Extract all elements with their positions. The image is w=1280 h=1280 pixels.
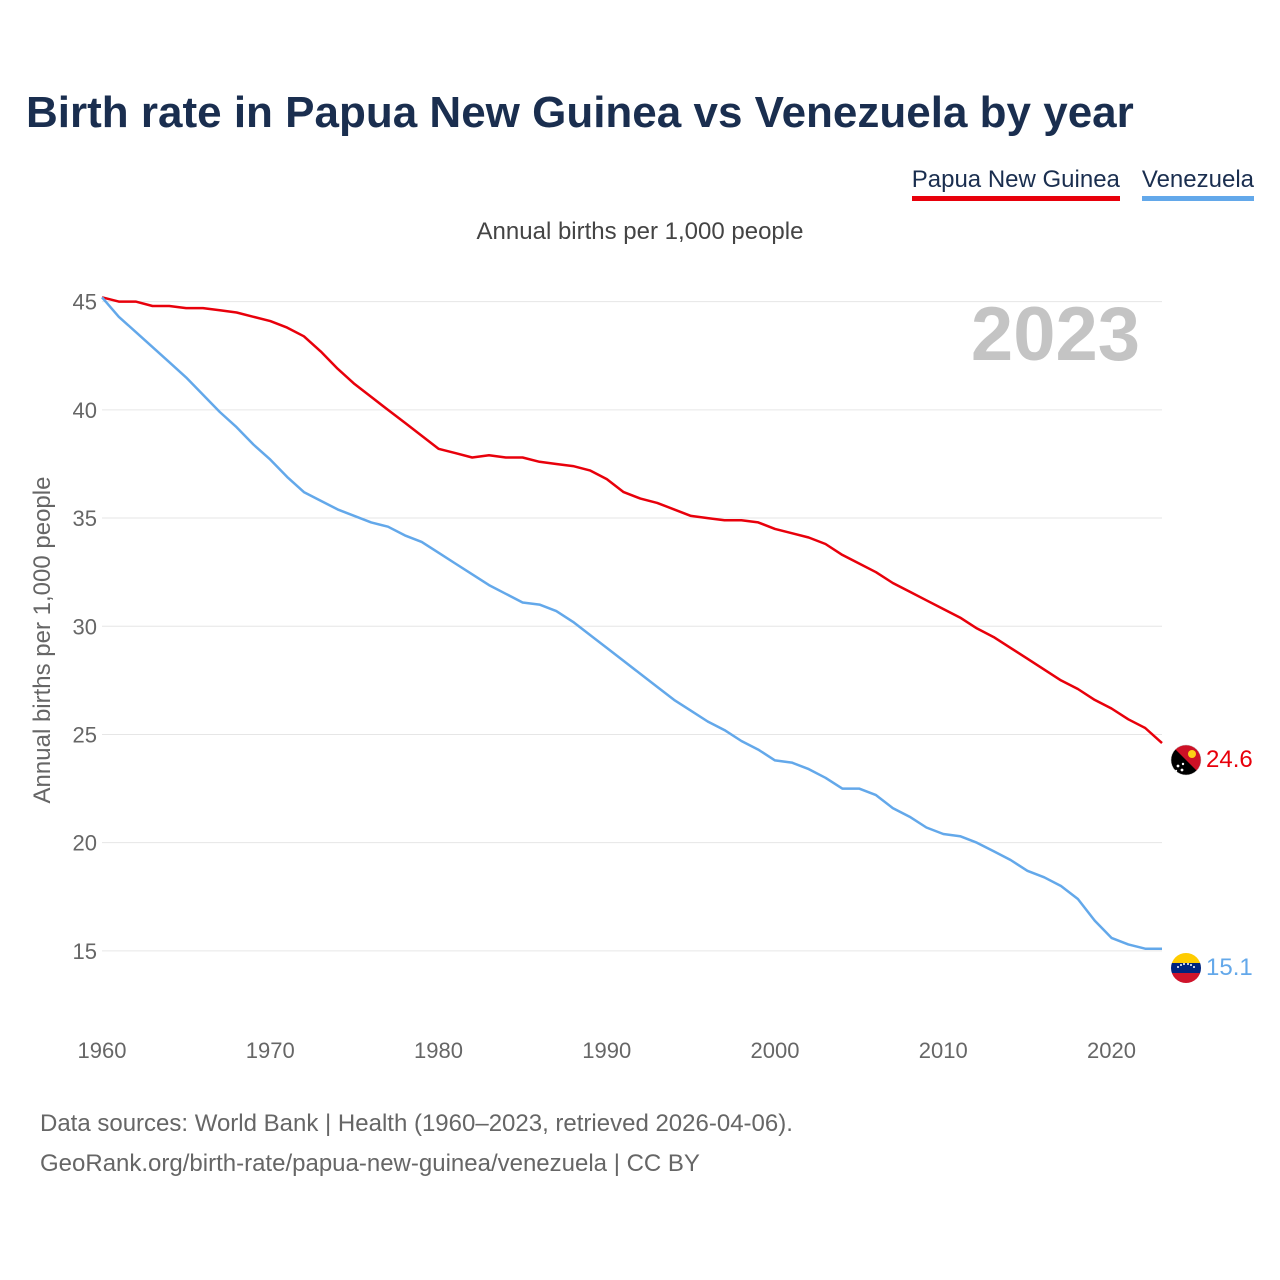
x-axis-ticks: 1960 1970 1980 1990 2000 2010 2020 [78, 1038, 1136, 1063]
x-tick-label-1990: 1990 [582, 1038, 631, 1063]
y-tick-label-25: 25 [73, 722, 97, 747]
x-tick-label-2000: 2000 [751, 1038, 800, 1063]
x-tick-label-2020: 2020 [1087, 1038, 1136, 1063]
legend-item-papua-new-guinea[interactable]: Papua New Guinea [911, 166, 1120, 201]
y-tick-label-40: 40 [73, 398, 97, 423]
legend: Papua New Guinea Venezuela [911, 166, 1254, 201]
x-tick-label-1970: 1970 [246, 1038, 295, 1063]
year-watermark: 2023 [971, 292, 1140, 377]
y-tick-label-45: 45 [73, 290, 97, 315]
series-line-venezuela [101, 296, 1162, 950]
venezuela-flag-icon [1171, 953, 1201, 983]
line-chart: 15 20 25 30 35 40 45 1960 1970 1980 1990 2000 2010 2… [29, 290, 1253, 1063]
chart-title: Birth rate in Papua New Guinea vs Venezu… [26, 88, 1134, 137]
series-line-papua-new-guinea [101, 296, 1163, 745]
y-axis-label: Annual births per 1,000 people [29, 477, 56, 804]
x-tick-label-1960: 1960 [78, 1038, 127, 1063]
legend-item-venezuela[interactable]: Venezuela [1141, 166, 1254, 201]
chart-subtitle: Annual births per 1,000 people [476, 218, 804, 245]
y-tick-label-35: 35 [73, 506, 97, 531]
x-tick-label-1980: 1980 [414, 1038, 463, 1063]
y-tick-label-20: 20 [73, 831, 97, 856]
footer-sources: Data sources: World Bank | Health (1960–… [40, 1110, 793, 1137]
y-axis-ticks: 15 20 25 30 35 40 45 [73, 290, 97, 964]
end-value-label-papua-new-guinea: 24.6 [1206, 746, 1253, 773]
series-lines [101, 296, 1163, 950]
footer: Data sources: World Bank | Health (1960–… [40, 1104, 793, 1184]
y-tick-label-30: 30 [73, 614, 97, 639]
gridlines [102, 301, 1162, 952]
footer-link[interactable]: GeoRank.org/birth-rate/papua-new-guinea/… [40, 1150, 700, 1177]
y-tick-label-15: 15 [73, 939, 97, 964]
end-value-label-venezuela: 15.1 [1206, 954, 1253, 981]
x-tick-label-2010: 2010 [919, 1038, 968, 1063]
papua-new-guinea-flag-icon [1170, 744, 1202, 776]
